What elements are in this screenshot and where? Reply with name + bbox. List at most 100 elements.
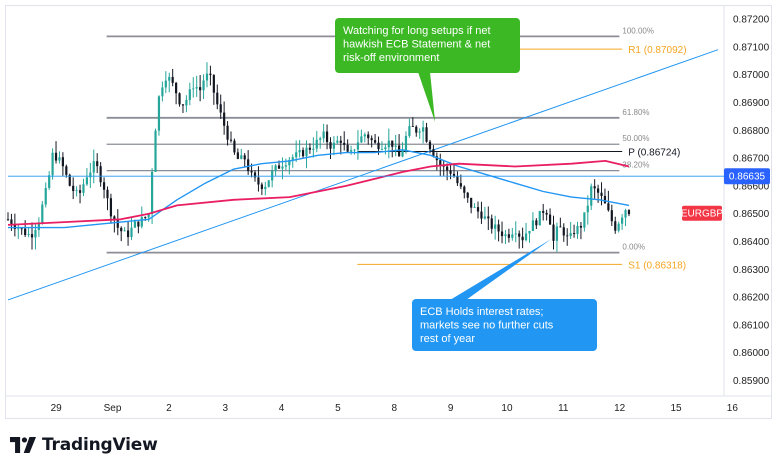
ecb-callout-green-pointer xyxy=(418,72,436,122)
candle xyxy=(339,135,342,155)
price-tick-label: 0.86100 xyxy=(733,320,770,331)
candle xyxy=(68,173,71,187)
symbol-badge-bg xyxy=(682,205,722,221)
candle xyxy=(99,162,102,187)
candle xyxy=(319,136,322,149)
candle xyxy=(494,215,497,240)
candle xyxy=(181,104,185,113)
ecb-callout-green[interactable]: Watching for long setups if net hawkish E… xyxy=(335,18,520,122)
candle-body xyxy=(106,189,109,199)
candle xyxy=(329,137,332,160)
candle-body xyxy=(531,220,535,231)
candle xyxy=(150,168,154,224)
candle-body xyxy=(250,171,253,173)
time-tick-label: 12 xyxy=(614,403,626,414)
candle-body xyxy=(240,155,243,159)
candle-body xyxy=(123,230,126,232)
ecb-callout-blue[interactable]: ECB Holds interest rates; markets see no … xyxy=(412,238,597,351)
time-tick-label: 16 xyxy=(727,403,739,414)
candle-body xyxy=(596,188,600,193)
candle xyxy=(504,229,507,245)
candle xyxy=(78,184,82,204)
candle-body xyxy=(336,140,339,143)
candle xyxy=(178,92,181,107)
trendline[interactable] xyxy=(7,49,719,301)
candle-body xyxy=(576,225,579,235)
candle-body xyxy=(562,227,565,236)
candle xyxy=(216,84,219,110)
candle xyxy=(394,134,397,157)
candle xyxy=(102,177,106,199)
candle xyxy=(343,131,346,151)
candle xyxy=(92,149,95,184)
candle-body xyxy=(37,222,40,230)
candle xyxy=(72,177,75,200)
candle xyxy=(418,128,421,139)
candle-body xyxy=(346,144,349,152)
candle-body xyxy=(552,224,555,241)
time-tick-label: 29 xyxy=(51,403,63,414)
candle-body xyxy=(583,212,586,228)
brand-name: TradingView xyxy=(42,435,158,455)
candle-body xyxy=(6,219,10,221)
candle-body xyxy=(367,134,370,139)
candle-body xyxy=(524,233,528,241)
candle-body xyxy=(113,216,116,221)
candle-body xyxy=(243,155,246,160)
candle xyxy=(274,164,277,176)
price-tick-label: 0.87200 xyxy=(733,15,770,26)
candle-body xyxy=(192,88,195,90)
time-axis[interactable]: 29 Sep 2 3 4 5 8 9 10 11 12 15 16 xyxy=(51,403,739,414)
candle-body xyxy=(82,184,85,193)
candle xyxy=(61,152,64,176)
candle-body xyxy=(291,157,294,160)
candle xyxy=(428,139,432,154)
chart-border xyxy=(5,5,772,419)
candle-body xyxy=(521,236,524,241)
candle-body xyxy=(305,147,308,157)
candle-body xyxy=(494,224,497,229)
candle xyxy=(425,122,428,143)
time-tick-label: 10 xyxy=(501,403,513,414)
candle-body xyxy=(202,80,205,91)
candle xyxy=(51,148,54,180)
candle xyxy=(446,163,449,181)
pivot-label: R1 (0.87092) xyxy=(628,45,686,56)
candle xyxy=(442,160,445,176)
candle xyxy=(27,228,30,238)
candle-body xyxy=(332,142,336,149)
trendline-line[interactable] xyxy=(7,49,719,301)
candle xyxy=(466,191,469,203)
price-axis[interactable]: 0.87200 0.87100 0.87000 0.86900 0.86800 0.867… xyxy=(733,15,770,387)
candle-body xyxy=(490,218,493,229)
candle xyxy=(391,140,394,158)
candle-body xyxy=(219,104,222,113)
candle-body xyxy=(96,161,99,167)
candle-body xyxy=(295,152,298,158)
candle xyxy=(590,183,593,210)
candle-body xyxy=(154,130,157,172)
candle xyxy=(212,74,215,105)
candle-body xyxy=(271,170,274,181)
candle xyxy=(6,212,10,221)
candle-body xyxy=(236,152,239,159)
fib-level-label: 50.00% xyxy=(622,134,649,143)
candle-body xyxy=(456,176,459,184)
candle xyxy=(452,163,456,178)
candle-body xyxy=(624,210,627,218)
candle xyxy=(387,128,390,159)
candle-body xyxy=(171,76,174,83)
annotations[interactable]: Watching for long setups if net hawkish E… xyxy=(335,18,597,351)
candle-body xyxy=(439,160,442,166)
candle xyxy=(586,195,589,225)
candle-body xyxy=(538,211,541,226)
candle-body xyxy=(415,126,418,133)
candle xyxy=(20,227,23,235)
moving-averages xyxy=(7,149,630,229)
candle-body xyxy=(621,217,624,224)
candle-body xyxy=(308,147,312,150)
candle xyxy=(106,186,109,211)
candle xyxy=(168,72,171,93)
candle-body xyxy=(343,142,346,145)
